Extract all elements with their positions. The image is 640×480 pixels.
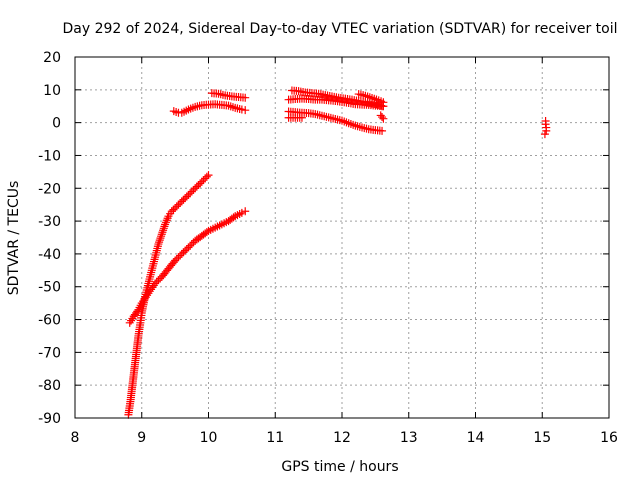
data-point-marker: [199, 176, 208, 185]
y-axis-title: SDTVAR / TECUs: [6, 181, 22, 296]
data-point-marker: [202, 172, 211, 181]
data-point-marker: [156, 234, 165, 243]
data-point-marker: [187, 240, 196, 249]
data-point-marker: [189, 185, 198, 194]
data-point-marker: [159, 226, 168, 235]
y-tick-label: -70: [38, 345, 61, 361]
data-point-marker: [169, 205, 178, 214]
y-tick-label: 0: [52, 116, 61, 132]
data-point-marker: [297, 113, 306, 122]
data-point-marker: [177, 197, 186, 206]
data-point-marker: [379, 98, 388, 107]
data-point-marker: [241, 93, 250, 102]
data-point-marker: [241, 106, 250, 115]
data-point-marker: [161, 218, 170, 227]
data-point-marker: [159, 224, 168, 233]
data-point-marker: [160, 222, 169, 231]
data-point-marker: [191, 184, 200, 193]
data-point-marker: [542, 126, 551, 135]
y-tick-label: -60: [38, 313, 61, 329]
x-tick-label: 13: [400, 430, 418, 446]
y-tick-labels: 20 10 0 -10 -20 -30 -40 -50 -60 -70 -80 -90: [38, 50, 61, 427]
data-point-marker: [151, 279, 160, 288]
y-tick-label: -40: [38, 247, 61, 263]
data-point-marker: [154, 240, 163, 249]
data-point-marker: [540, 130, 549, 139]
data-point-marker: [379, 114, 388, 123]
data-point-marker: [157, 232, 166, 241]
x-tick-label: 16: [600, 430, 618, 446]
data-point-marker: [197, 177, 206, 186]
data-point-marker: [204, 171, 213, 180]
x-tick-label: 8: [71, 430, 80, 446]
data-points: [124, 86, 551, 419]
y-tick-label: -50: [38, 280, 61, 296]
x-tick-label: 9: [137, 430, 146, 446]
y-tick-label: 10: [43, 83, 61, 99]
data-point-marker: [162, 216, 171, 225]
x-tick-labels: 8 9 10 11 12 13 14 15 16: [71, 430, 618, 446]
data-point-marker: [167, 207, 176, 216]
data-point-marker: [177, 249, 186, 258]
data-point-marker: [155, 238, 164, 247]
data-point-marker: [176, 251, 185, 260]
data-point-marker: [182, 244, 191, 253]
grid: [75, 57, 609, 418]
data-point-marker: [163, 214, 172, 223]
y-tick-label: -80: [38, 378, 61, 394]
y-tick-label: 20: [43, 50, 61, 66]
data-point-marker: [174, 200, 183, 209]
x-tick-label: 14: [467, 430, 485, 446]
data-point-marker: [237, 105, 246, 114]
data-point-marker: [161, 220, 170, 229]
data-point-marker: [158, 228, 167, 237]
chart-title: Day 292 of 2024, Sidereal Day-to-day VTE…: [62, 21, 617, 37]
x-tick-label: 15: [533, 430, 551, 446]
x-tick-label: 12: [333, 430, 351, 446]
data-point-marker: [176, 199, 185, 208]
data-point-marker: [179, 195, 188, 204]
data-point-marker: [378, 126, 387, 135]
data-point-marker: [187, 187, 196, 196]
data-point-marker: [181, 194, 190, 203]
data-point-marker: [154, 276, 163, 285]
data-point-marker: [182, 192, 191, 201]
y-tick-label: -20: [38, 181, 61, 197]
y-tick-label: -30: [38, 214, 61, 230]
data-point-marker: [241, 207, 250, 216]
x-axis-title: GPS time / hours: [281, 459, 398, 475]
data-point-marker: [184, 190, 193, 199]
y-tick-label: -10: [38, 148, 61, 164]
data-point-marker: [172, 254, 181, 263]
data-point-marker: [152, 277, 161, 286]
data-point-marker: [186, 189, 195, 198]
x-tick-label: 11: [266, 430, 284, 446]
data-point-marker: [157, 230, 166, 239]
x-tick-label: 10: [200, 430, 218, 446]
data-point-marker: [541, 120, 550, 129]
data-point-marker: [192, 182, 201, 191]
data-point-marker: [186, 241, 195, 250]
data-point-marker: [194, 180, 203, 189]
data-point-marker: [237, 208, 246, 217]
data-point-marker: [184, 243, 193, 252]
data-point-marker: [181, 246, 190, 255]
data-point-marker: [171, 256, 180, 265]
data-point-marker: [174, 253, 183, 262]
y-tick-label: -90: [38, 411, 61, 427]
data-point-marker: [196, 179, 205, 188]
data-point-marker: [378, 113, 387, 122]
data-point-marker: [172, 202, 181, 211]
data-point-marker: [171, 203, 180, 212]
data-point-marker: [179, 248, 188, 257]
data-point-marker: [155, 236, 164, 245]
plot-frame: [74, 56, 610, 419]
data-point-marker: [201, 174, 210, 183]
